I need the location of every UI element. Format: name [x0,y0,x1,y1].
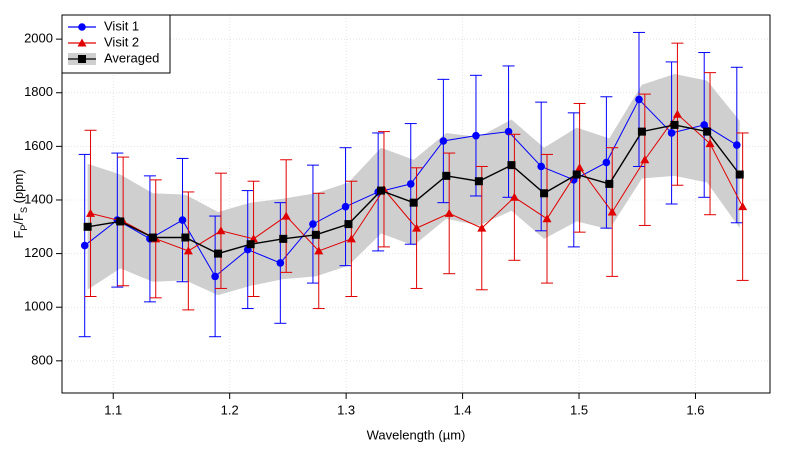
legend-label: Averaged [104,50,159,65]
point [211,272,219,281]
x-tick-label: 1.5 [570,402,588,417]
point [276,259,285,267]
point [246,240,255,249]
point [607,207,617,216]
y-tick-label: 1400 [24,191,53,206]
x-tick-label: 1.3 [337,402,355,417]
legend-label: Visit 1 [104,18,139,33]
point [78,23,86,31]
point [442,171,451,180]
point [700,121,709,129]
y-tick-label: 2000 [24,31,53,46]
point [537,162,545,171]
point [640,155,650,164]
point [214,249,223,258]
point [575,163,585,172]
y-tick-label: 1000 [24,299,53,314]
point [183,246,193,255]
point [80,241,89,250]
point [406,180,415,188]
point [637,127,646,136]
point [733,141,741,149]
point [279,234,288,243]
point [474,177,483,186]
point [281,211,291,220]
point [472,131,480,140]
point [477,223,487,232]
point [83,222,92,231]
point [216,226,226,235]
point [705,139,715,148]
point [504,127,513,136]
point [346,234,356,243]
point [77,38,87,47]
point [181,233,190,242]
point [377,186,386,195]
y-tick-label: 1200 [24,245,53,260]
point [540,189,549,198]
point [572,170,581,179]
point [314,246,324,255]
point [444,208,454,217]
point [667,129,676,137]
point [86,208,96,217]
legend-label: Visit 2 [104,34,139,49]
x-tick-label: 1.4 [454,402,472,417]
x-tick-label: 1.1 [104,402,122,417]
point [605,179,614,188]
point [344,220,353,229]
point [635,95,643,104]
point [602,158,611,167]
point [735,170,744,179]
y-tick-label: 800 [31,352,53,367]
plot-frame [61,14,771,394]
point [309,220,317,228]
point [148,233,157,242]
point [412,223,422,232]
point [178,216,187,224]
point [738,202,748,211]
x-axis-label: Wavelength (µm) [367,427,466,442]
x-tick-label: 1.6 [686,402,704,417]
point [116,217,125,226]
point [78,55,86,63]
point [439,137,448,145]
point [670,120,679,129]
point [409,198,418,207]
y-tick-label: 1600 [24,138,53,153]
point [542,214,552,223]
point [341,202,350,211]
point [509,192,519,201]
point [703,127,712,136]
x-tick-label: 1.2 [221,402,239,417]
y-tick-label: 1800 [24,84,53,99]
y-axis-label: FP/FS (ppm) [11,169,29,238]
point [672,109,682,118]
point [507,161,516,170]
point [311,230,320,239]
